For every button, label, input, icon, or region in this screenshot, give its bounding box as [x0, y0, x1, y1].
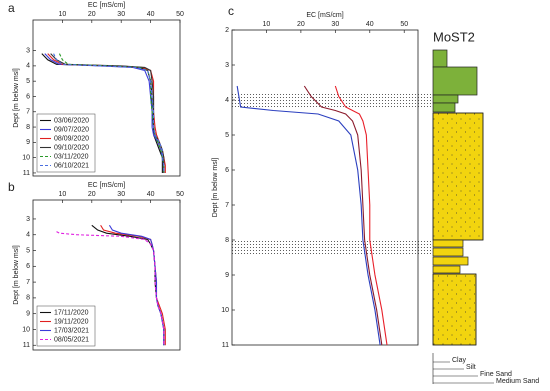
legend-label: 08/09/2020: [54, 135, 89, 142]
panel-label: c: [228, 4, 234, 18]
y-tick-label: 10: [22, 154, 30, 161]
legend-label: 19/11/2020: [54, 318, 89, 325]
series-line: [303, 85, 383, 346]
x-tick-label: 20: [297, 21, 305, 28]
panel-label: b: [8, 180, 15, 194]
series-line: [53, 53, 165, 173]
series-line: [334, 85, 388, 346]
y-tick-label: 8: [225, 237, 229, 244]
y-tick-label: 7: [225, 202, 229, 209]
y-tick-label: 10: [22, 326, 30, 333]
legend-label: 09/07/2020: [54, 126, 89, 133]
x-axis-title: EC [mS/cm]: [306, 12, 343, 19]
x-tick-label: 30: [331, 21, 339, 28]
x-tick-label: 20: [88, 191, 96, 198]
y-tick-label: 11: [222, 342, 229, 349]
y-tick-label: 5: [26, 247, 30, 254]
x-tick-label: 10: [263, 21, 271, 28]
legend-label: 17/11/2020: [54, 309, 89, 316]
y-axis-title: Dept [m below msl]: [13, 245, 20, 305]
y-tick-label: 7: [26, 109, 30, 116]
y-tick-label: 11: [23, 170, 30, 177]
y-tick-label: 4: [26, 63, 30, 70]
panel-label: a: [8, 1, 15, 15]
y-tick-label: 9: [26, 311, 30, 318]
column-title: MoST2: [433, 29, 475, 44]
y-tick-label: 9: [26, 139, 30, 146]
grain-size-label: Silt: [466, 364, 476, 371]
y-tick-label: 3: [26, 47, 30, 54]
x-tick-label: 50: [176, 11, 184, 18]
plot-frame: [32, 199, 181, 351]
x-tick-label: 20: [88, 11, 96, 18]
series-line: [236, 85, 381, 346]
x-axis-title: EC [mS/cm]: [88, 182, 125, 189]
x-tick-label: 10: [59, 191, 67, 198]
y-tick-label: 2: [225, 27, 229, 34]
y-tick-label: 8: [26, 124, 30, 131]
y-tick-label: 9: [225, 272, 229, 279]
y-tick-label: 10: [221, 307, 229, 314]
y-axis-title: Dept [m below msl]: [13, 68, 20, 128]
legend-box: [36, 113, 96, 173]
plot-frame: [231, 29, 419, 346]
legend-label: 09/10/2020: [54, 144, 89, 151]
y-tick-label: 5: [26, 78, 30, 85]
grain-size-label: Medium Sand: [496, 378, 539, 385]
y-tick-label: 3: [26, 216, 30, 223]
y-tick-label: 4: [26, 232, 30, 239]
x-axis-title: EC [mS/cm]: [88, 2, 125, 9]
lithology-column: [432, 49, 484, 346]
grain-size-label: Fine Sand: [480, 371, 512, 378]
legend-label: 17/03/2021: [54, 327, 89, 334]
hatch-band: [232, 93, 433, 107]
legend-label: 08/05/2021: [54, 336, 89, 343]
hatch-band: [232, 240, 433, 254]
grain-size-label: Clay: [452, 357, 467, 364]
legend-label: 03/11/2020: [54, 153, 89, 160]
y-tick-label: 6: [26, 263, 30, 270]
y-tick-label: 8: [26, 295, 30, 302]
x-tick-label: 40: [147, 11, 155, 18]
series-line: [56, 231, 165, 346]
x-tick-label: 50: [400, 21, 408, 28]
x-tick-label: 40: [366, 21, 374, 28]
x-tick-label: 30: [117, 191, 125, 198]
y-tick-label: 5: [225, 132, 229, 139]
y-tick-label: 4: [225, 97, 229, 104]
y-tick-label: 6: [26, 93, 30, 100]
x-tick-label: 50: [176, 191, 184, 198]
y-tick-label: 6: [225, 167, 229, 174]
legend-label: 06/10/2021: [54, 162, 89, 169]
y-tick-label: 11: [23, 342, 30, 349]
x-tick-label: 40: [147, 191, 155, 198]
legend-label: 03/06/2020: [54, 117, 89, 124]
series-line: [91, 224, 165, 346]
y-tick-label: 7: [26, 279, 30, 286]
x-tick-label: 10: [59, 11, 67, 18]
y-tick-label: 3: [225, 62, 229, 69]
y-axis-title: Dept [m below msl]: [212, 158, 219, 218]
grain-size-legend: [432, 353, 494, 384]
x-tick-label: 30: [117, 11, 125, 18]
plot-frame: [32, 19, 181, 177]
